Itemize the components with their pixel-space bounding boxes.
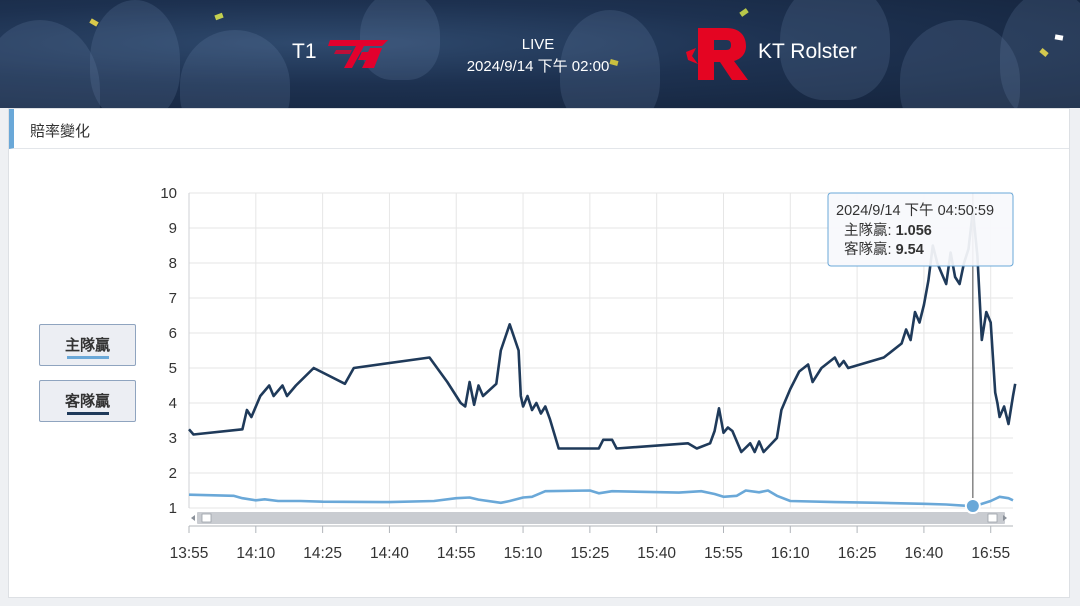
legend-home-toggle[interactable]: 主隊贏: [39, 324, 136, 366]
odds-card: 賠率變化 主隊贏 客隊贏: [8, 108, 1070, 598]
legend-home-swatch: [67, 356, 109, 359]
legend-away-swatch: [67, 412, 109, 415]
card-header: 賠率變化: [9, 109, 1069, 149]
legend-away-label: 客隊贏: [64, 393, 110, 410]
section-title: 賠率變化: [30, 123, 91, 140]
t1-logo-icon: [328, 40, 388, 68]
match-header: T1 LIVE 2024/9/14 下午 02:00 KT Rolster: [0, 0, 1080, 108]
legend-away-toggle[interactable]: 客隊贏: [39, 380, 136, 422]
kt-rolster-logo-icon: [686, 28, 748, 80]
away-team-name: KT Rolster: [758, 40, 857, 63]
live-status: LIVE: [521, 36, 555, 53]
home-team-name: T1: [292, 40, 317, 63]
legend-home-label: 主隊贏: [64, 337, 110, 354]
match-start-time: 2024/9/14 下午 02:00: [466, 58, 610, 75]
